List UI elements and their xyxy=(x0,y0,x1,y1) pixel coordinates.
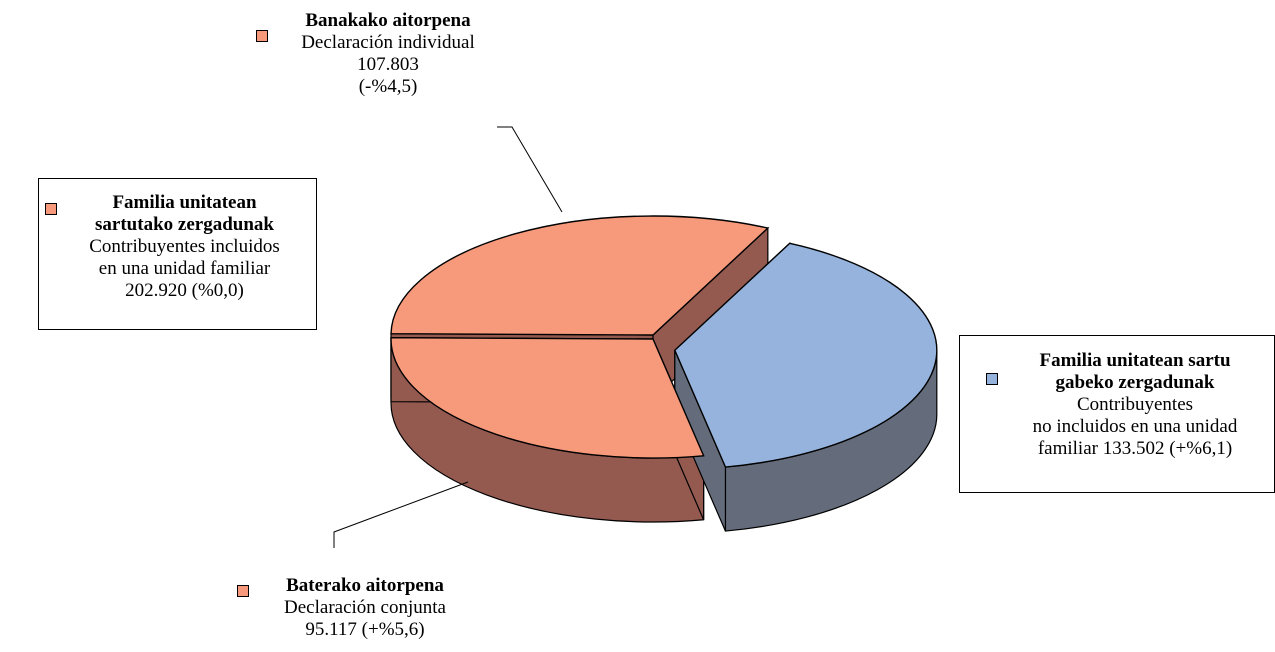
label-baterako-title: Baterako aitorpena xyxy=(286,575,444,596)
label-banakako-line-3: (-%4,5) xyxy=(358,76,418,97)
label-banakako: Banakako aitorpena Declaración individua… xyxy=(268,10,508,98)
label-gabeko-title-1: Familia unitatean sartu xyxy=(1039,350,1231,371)
label-baterako: Baterako aitorpena Declaración conjunta … xyxy=(250,575,480,641)
pie-slice-gabeko xyxy=(673,242,938,468)
label-familia-line-2: en una unidad familiar xyxy=(98,258,271,279)
label-baterako-line-1: Declaración conjunta xyxy=(284,597,446,618)
label-box-familia xyxy=(38,178,317,330)
label-gabeko-line-2: no incluidos en una unidad xyxy=(1032,416,1238,437)
legend-swatch-banakako xyxy=(256,30,268,42)
label-banakako-title: Banakako aitorpena xyxy=(305,10,471,31)
label-familia-title-1: Familia unitatean xyxy=(112,192,257,213)
label-gabeko: Familia unitatean sartu gabeko zergaduna… xyxy=(1004,350,1266,460)
pie-slice-banakako xyxy=(390,215,770,336)
label-familia-line-1: Contribuyentes incluidos xyxy=(89,236,280,257)
legend-swatch-baterako xyxy=(237,585,249,597)
label-familia-line-3: 202.920 (%0,0) xyxy=(125,280,244,301)
label-banakako-line-1: Declaración individual xyxy=(301,32,475,53)
label-familia: Familia unitatean sartutako zergadunak C… xyxy=(62,192,307,302)
label-familia-title-2: sartutako zergadunak xyxy=(95,214,274,235)
leader-line-baterako xyxy=(333,481,469,548)
label-baterako-line-2: 95.117 (+%5,6) xyxy=(305,619,425,640)
pie-slice-baterako xyxy=(390,336,705,459)
label-box-gabeko xyxy=(959,335,1275,493)
label-gabeko-title-2: gabeko zergadunak xyxy=(1055,372,1215,393)
label-banakako-line-2: 107.803 xyxy=(357,54,419,75)
legend-swatch-familia xyxy=(45,203,57,215)
legend-swatch-gabeko xyxy=(986,373,998,385)
label-gabeko-line-1: Contribuyentes xyxy=(1076,394,1194,415)
leader-line-banakako xyxy=(497,126,563,213)
label-gabeko-line-3: familiar 133.502 (+%6,1) xyxy=(1037,438,1233,459)
